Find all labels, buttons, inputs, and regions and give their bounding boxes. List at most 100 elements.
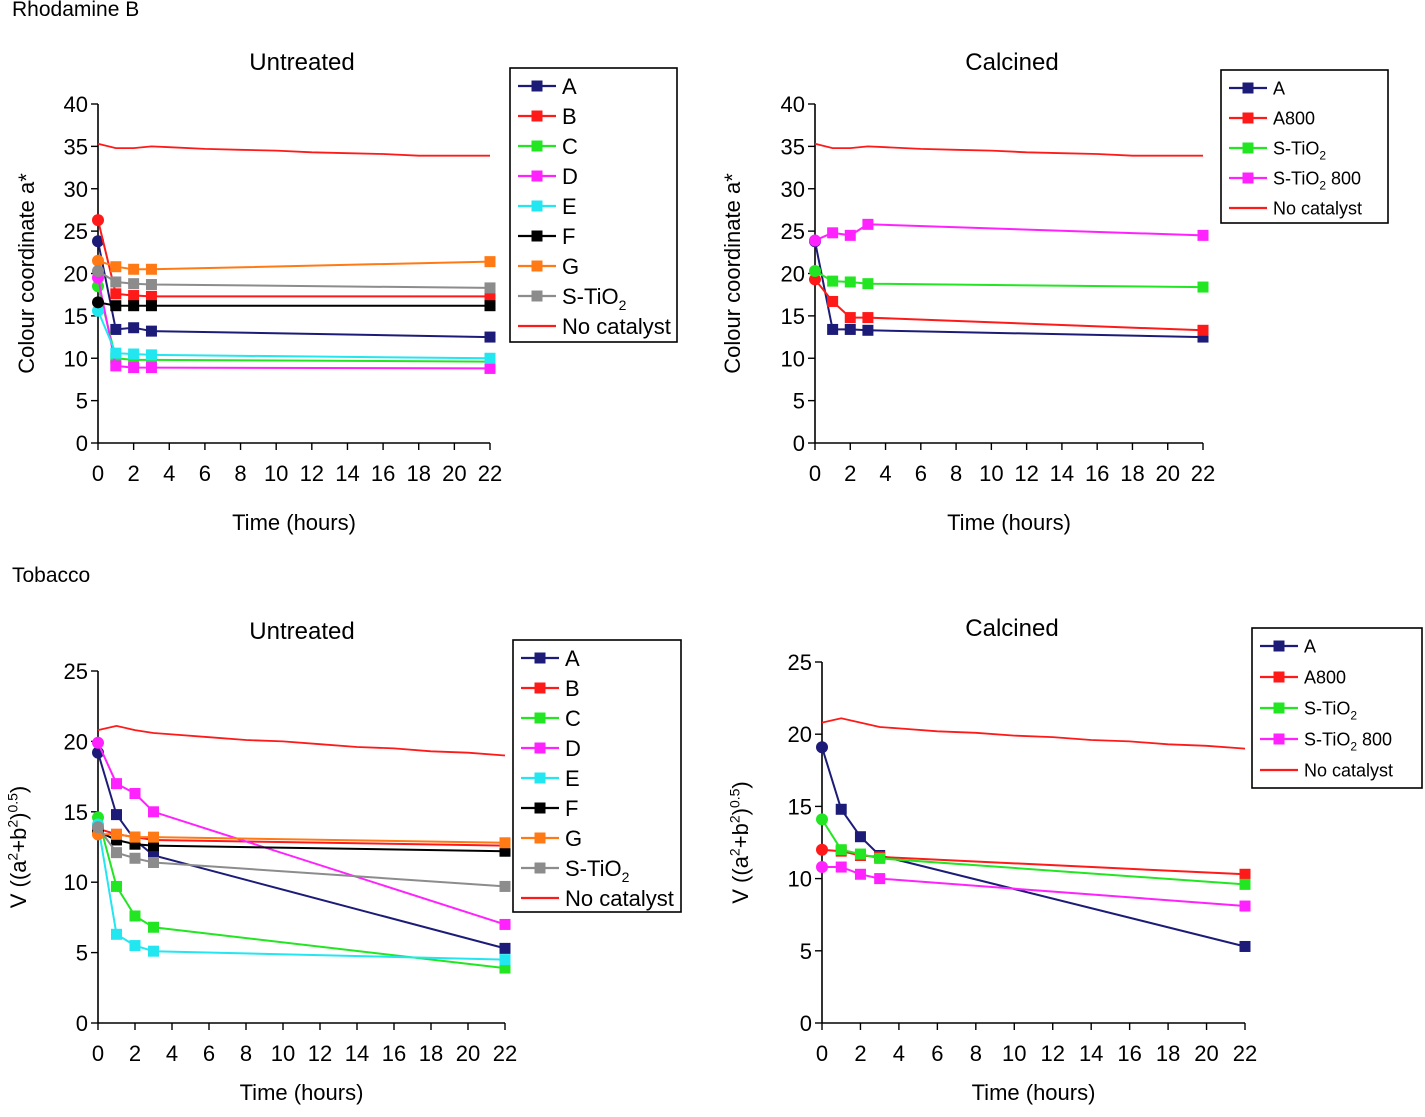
legend-swatch-marker	[1273, 671, 1285, 683]
legend-swatch-marker	[531, 260, 543, 272]
legend-swatch-marker	[531, 80, 543, 92]
data-point-s-tio2	[92, 821, 104, 834]
legend-label-e: E	[565, 766, 580, 791]
y-axis-label: Colour coordinate a*	[14, 173, 39, 374]
y-tick-label: 35	[64, 134, 88, 159]
data-point-s-tio2	[827, 275, 839, 287]
data-point-b	[110, 288, 122, 300]
data-point-d	[129, 787, 141, 799]
series-line-no-catalyst	[97, 724, 506, 757]
x-tick-label: 14	[345, 1041, 369, 1066]
x-tick-label: 4	[163, 461, 175, 486]
data-point-d	[145, 362, 157, 374]
series-line-d	[97, 742, 506, 926]
y-tick-label: 15	[781, 304, 805, 329]
data-point-s-tio2	[128, 278, 140, 290]
x-tick-label: 16	[371, 461, 395, 486]
data-point-a	[145, 325, 157, 337]
legend-swatch-marker	[534, 832, 546, 844]
y-tick-label: 25	[781, 219, 805, 244]
x-axis-label: Time (hours)	[972, 1080, 1096, 1105]
data-point-s-tio2	[862, 278, 874, 290]
series-line-a800	[821, 848, 1246, 876]
data-point-s-tio2	[499, 880, 511, 892]
data-point-f	[129, 838, 141, 850]
legend-label-e: E	[562, 194, 577, 219]
data-point-s-tio2-800	[835, 861, 847, 873]
legend-swatch-marker	[1273, 733, 1285, 745]
series-s-tio2	[809, 264, 1209, 293]
y-axis-label: Colour coordinate a*	[720, 173, 745, 374]
x-tick-label: 6	[915, 461, 927, 486]
data-point-g	[484, 256, 496, 268]
data-point-f	[110, 300, 122, 312]
data-point-a	[827, 323, 839, 335]
legend: A A800 S-TiO2 S-TiO2 800 No catalyst	[1220, 69, 1389, 224]
y-tick-label: 30	[64, 177, 88, 202]
data-point-a	[148, 849, 159, 861]
x-tick-label: 10	[271, 1041, 295, 1066]
y-tick-label: 15	[788, 794, 812, 819]
x-tick-label: 20	[456, 1041, 480, 1066]
legend-swatch-marker	[1273, 702, 1285, 714]
data-point-f	[128, 300, 140, 312]
data-point-a800	[844, 312, 856, 324]
series-line-no-catalyst	[814, 142, 1203, 157]
data-point-a800	[1197, 324, 1209, 336]
data-point-s-tio2	[129, 852, 141, 864]
legend-label-a800: A800	[1273, 108, 1315, 128]
y-axis-label: V ((a2+b2)0.5)	[727, 781, 753, 904]
legend-swatch-marker	[534, 742, 546, 754]
legend-swatch-marker	[531, 170, 543, 182]
series-no-catalyst	[814, 142, 1203, 157]
x-tick-label: 2	[128, 461, 140, 486]
x-tick-label: 20	[1194, 1041, 1218, 1066]
data-point-g	[110, 261, 122, 273]
data-point-f	[484, 300, 496, 312]
legend-swatch-marker	[531, 140, 543, 152]
data-point-a	[111, 809, 122, 821]
legend-swatch-marker	[531, 110, 543, 122]
chart-title: Untreated	[249, 618, 354, 645]
data-point-a	[1239, 940, 1251, 952]
y-tick-label: 5	[76, 941, 88, 966]
data-point-e	[128, 348, 140, 360]
series-s-tio2	[92, 821, 511, 892]
y-tick-label: 5	[76, 389, 88, 414]
legend-swatch-marker	[1242, 142, 1254, 154]
series-a800	[809, 273, 1209, 336]
data-point-s-tio2	[816, 813, 828, 826]
data-point-s-tio2	[484, 282, 496, 294]
x-tick-label: 0	[809, 461, 821, 486]
legend-label-no-catalyst: No catalyst	[562, 314, 671, 339]
x-axis-label: Time (hours)	[240, 1080, 364, 1105]
x-tick-label: 12	[300, 461, 324, 486]
x-tick-label: 6	[931, 1041, 943, 1066]
data-point-d	[128, 362, 140, 374]
y-tick-label: 10	[788, 867, 812, 892]
x-tick-label: 4	[166, 1041, 178, 1066]
y-tick-label: 5	[800, 939, 812, 964]
series-s-tio2-800	[809, 218, 1209, 247]
series-line-s-tio2-800	[822, 866, 1246, 907]
legend-swatch-marker	[534, 772, 546, 784]
data-point-d	[148, 806, 159, 818]
data-point-g	[92, 254, 104, 267]
x-tick-label: 0	[92, 461, 104, 486]
x-tick-label: 16	[1085, 461, 1109, 486]
x-tick-label: 8	[240, 1041, 252, 1066]
series-no-catalyst	[821, 717, 1246, 750]
data-point-g	[129, 831, 141, 843]
x-tick-label: 22	[1191, 461, 1215, 486]
data-point-s-tio2	[1239, 878, 1251, 890]
data-point-s-tio2	[145, 279, 157, 291]
legend-swatch-marker	[1242, 172, 1254, 184]
chart-title: Untreated	[249, 49, 354, 76]
data-point-g	[111, 828, 122, 840]
y-tick-label: 0	[76, 431, 88, 456]
legend-label-b: B	[565, 676, 580, 701]
legend-swatch-marker	[534, 652, 546, 664]
y-tick-label: 25	[64, 659, 88, 684]
legend-label-f: F	[565, 796, 578, 821]
